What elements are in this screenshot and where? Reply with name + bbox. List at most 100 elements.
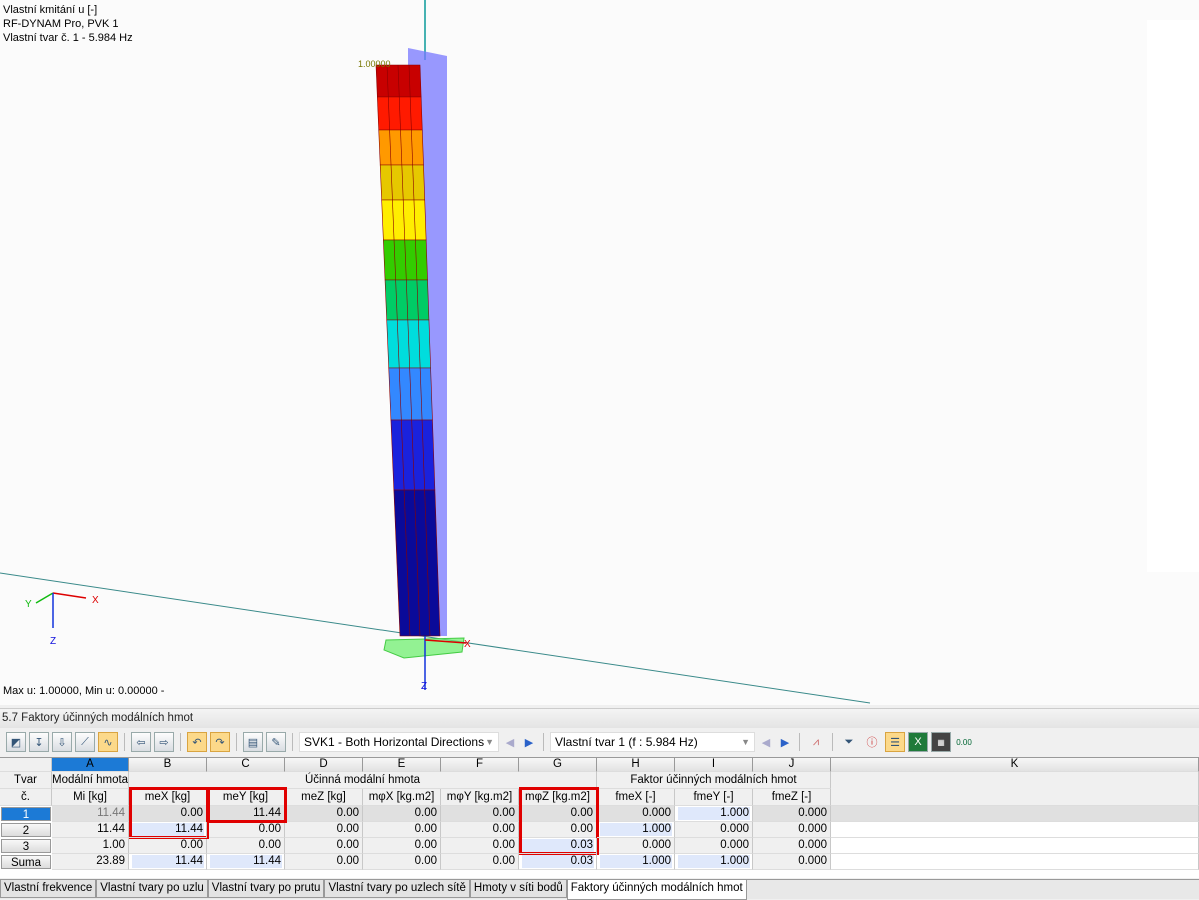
tab-1[interactable]: Vlastní tvary po uzlu xyxy=(96,880,208,898)
filter-icon[interactable]: ⏷ xyxy=(844,735,854,748)
table-cell[interactable]: 1.000 xyxy=(597,822,675,838)
color-bar-icon[interactable]: ☰ xyxy=(885,732,905,752)
results-icon[interactable]: ∿ xyxy=(98,732,118,752)
undo-view-icon[interactable]: ↶ xyxy=(187,732,207,752)
table-cell[interactable]: 0.00 xyxy=(285,806,363,822)
table-cell[interactable]: 0.00 xyxy=(519,822,597,838)
table-cell[interactable]: 0.00 xyxy=(519,806,597,822)
sub-header: fmeZ [-] xyxy=(753,789,831,806)
number-format-icon[interactable]: ▦ xyxy=(931,732,951,752)
move-down-icon[interactable]: ⇩ xyxy=(52,732,72,752)
table-cell[interactable]: 1.000 xyxy=(675,854,753,870)
x-axis-label: X xyxy=(464,639,471,650)
table-cell[interactable]: 0.000 xyxy=(753,838,831,854)
row-header[interactable]: 1 xyxy=(1,807,51,821)
grid-axis-line xyxy=(0,572,871,704)
table-cell[interactable]: 0.00 xyxy=(441,822,519,838)
row-header[interactable]: 2 xyxy=(1,823,51,837)
sub-header: mφZ [kg.m2] xyxy=(519,789,597,806)
table-cell[interactable]: 0.00 xyxy=(363,854,441,870)
prev-load-case-icon[interactable]: ◀ xyxy=(505,736,515,749)
table-cell[interactable]: 0.00 xyxy=(129,806,207,822)
prev-mode-icon[interactable]: ◀ xyxy=(761,736,771,749)
support-block xyxy=(383,637,465,659)
column-header-a[interactable]: A xyxy=(52,758,129,772)
triad-x-label: X xyxy=(92,595,99,606)
tab-3[interactable]: Vlastní tvary po uzlech sítě xyxy=(324,880,470,898)
column-header-d[interactable]: D xyxy=(285,758,363,772)
table-cell[interactable]: 23.89 xyxy=(52,854,129,870)
table-cell[interactable]: 0.00 xyxy=(441,854,519,870)
graph-icon[interactable]: ⩘ xyxy=(812,735,820,748)
next-table-icon[interactable]: ⇨ xyxy=(154,732,174,752)
tab-2[interactable]: Vlastní tvary po prutu xyxy=(207,880,325,898)
table-cell[interactable]: 11.44 xyxy=(52,806,129,822)
table-cell[interactable]: 0.000 xyxy=(597,838,675,854)
column-header-f[interactable]: F xyxy=(441,758,519,772)
redo-view-icon[interactable]: ↷ xyxy=(210,732,230,752)
table-cell[interactable]: 0.03 xyxy=(519,838,597,854)
column-header-j[interactable]: J xyxy=(753,758,831,772)
table-cell[interactable]: 1.000 xyxy=(597,854,675,870)
table-view-icon[interactable]: ▤ xyxy=(243,732,263,752)
info-icon[interactable]: ⓘ xyxy=(866,737,878,749)
table-cell[interactable]: 0.00 xyxy=(363,806,441,822)
chevron-down-icon: ▼ xyxy=(485,737,494,747)
table-cell[interactable]: 1.000 xyxy=(675,806,753,822)
column-header-g[interactable]: G xyxy=(519,758,597,772)
column-header-k[interactable]: K xyxy=(831,758,1199,772)
graphic-icon[interactable]: ◩ xyxy=(6,732,26,752)
column-header-i[interactable]: I xyxy=(675,758,753,772)
table-cell[interactable]: 0.00 xyxy=(363,822,441,838)
mode-shape-select[interactable]: Vlastní tvar 1 (f : 5.984 Hz) ▼ xyxy=(550,732,755,752)
table-cell[interactable]: 0.000 xyxy=(675,838,753,854)
table-cell[interactable]: 0.00 xyxy=(207,838,285,854)
3d-viewport[interactable]: X Z 1.00000 X Y Z Vlastní kmitání u [-] … xyxy=(0,0,1199,705)
result-type-label: Vlastní kmitání u [-] xyxy=(3,4,98,16)
table-cell[interactable]: 11.44 xyxy=(129,822,207,838)
column-header-b[interactable]: B xyxy=(129,758,207,772)
table-cell[interactable]: 11.44 xyxy=(207,854,285,870)
decimal-icon[interactable]: 0.00 xyxy=(956,737,972,747)
empty-cell xyxy=(831,822,1199,838)
next-mode-icon[interactable]: ▶ xyxy=(780,736,790,749)
table-cell[interactable]: 1.00 xyxy=(52,838,129,854)
insert-row-icon[interactable]: ↧ xyxy=(29,732,49,752)
column-header-h[interactable]: H xyxy=(597,758,675,772)
table-cell[interactable]: 0.00 xyxy=(129,838,207,854)
table-cell[interactable]: 0.000 xyxy=(753,806,831,822)
table-cell[interactable]: 0.00 xyxy=(441,806,519,822)
table-cell[interactable]: 0.000 xyxy=(753,822,831,838)
sub-header: mφX [kg.m2] xyxy=(363,789,441,806)
sub-header: meY [kg] xyxy=(207,789,285,806)
table-cell[interactable]: 11.44 xyxy=(207,806,285,822)
mode-shape-value: Vlastní tvar 1 (f : 5.984 Hz) xyxy=(555,735,698,749)
table-cell[interactable]: 11.44 xyxy=(129,854,207,870)
table-cell[interactable]: 0.000 xyxy=(753,854,831,870)
edit-icon[interactable]: ✎ xyxy=(266,732,286,752)
table-cell[interactable]: 0.00 xyxy=(441,838,519,854)
next-load-case-icon[interactable]: ▶ xyxy=(524,736,534,749)
row-header[interactable]: 3 xyxy=(1,839,51,853)
table-cell[interactable]: 0.00 xyxy=(285,822,363,838)
load-case-select[interactable]: SVK1 - Both Horizontal Directions ▼ xyxy=(299,732,499,752)
table-cell[interactable]: 0.00 xyxy=(285,854,363,870)
prev-table-icon[interactable]: ⇦ xyxy=(131,732,151,752)
tab-4[interactable]: Hmoty v síti bodů xyxy=(469,880,567,898)
table-cell[interactable]: 11.44 xyxy=(52,822,129,838)
column-header-e[interactable]: E xyxy=(363,758,441,772)
excel-icon[interactable]: X xyxy=(908,732,928,752)
group-header-effective-mass: Účinná modální hmota xyxy=(129,772,597,789)
tab-0[interactable]: Vlastní frekvence xyxy=(0,880,97,898)
table-cell[interactable]: 0.00 xyxy=(363,838,441,854)
row-header[interactable]: Suma xyxy=(1,855,51,869)
table-cell[interactable]: 0.000 xyxy=(597,806,675,822)
chart-icon[interactable]: ⟋ xyxy=(75,732,95,752)
tab-5[interactable]: Faktory účinných modálních hmot xyxy=(566,880,747,900)
table-cell[interactable]: 0.03 xyxy=(519,854,597,870)
table-cell[interactable]: 0.00 xyxy=(285,838,363,854)
table-cell[interactable]: 0.00 xyxy=(207,822,285,838)
column-header-c[interactable]: C xyxy=(207,758,285,772)
table-cell[interactable]: 0.000 xyxy=(675,822,753,838)
sub-header: meZ [kg] xyxy=(285,789,363,806)
